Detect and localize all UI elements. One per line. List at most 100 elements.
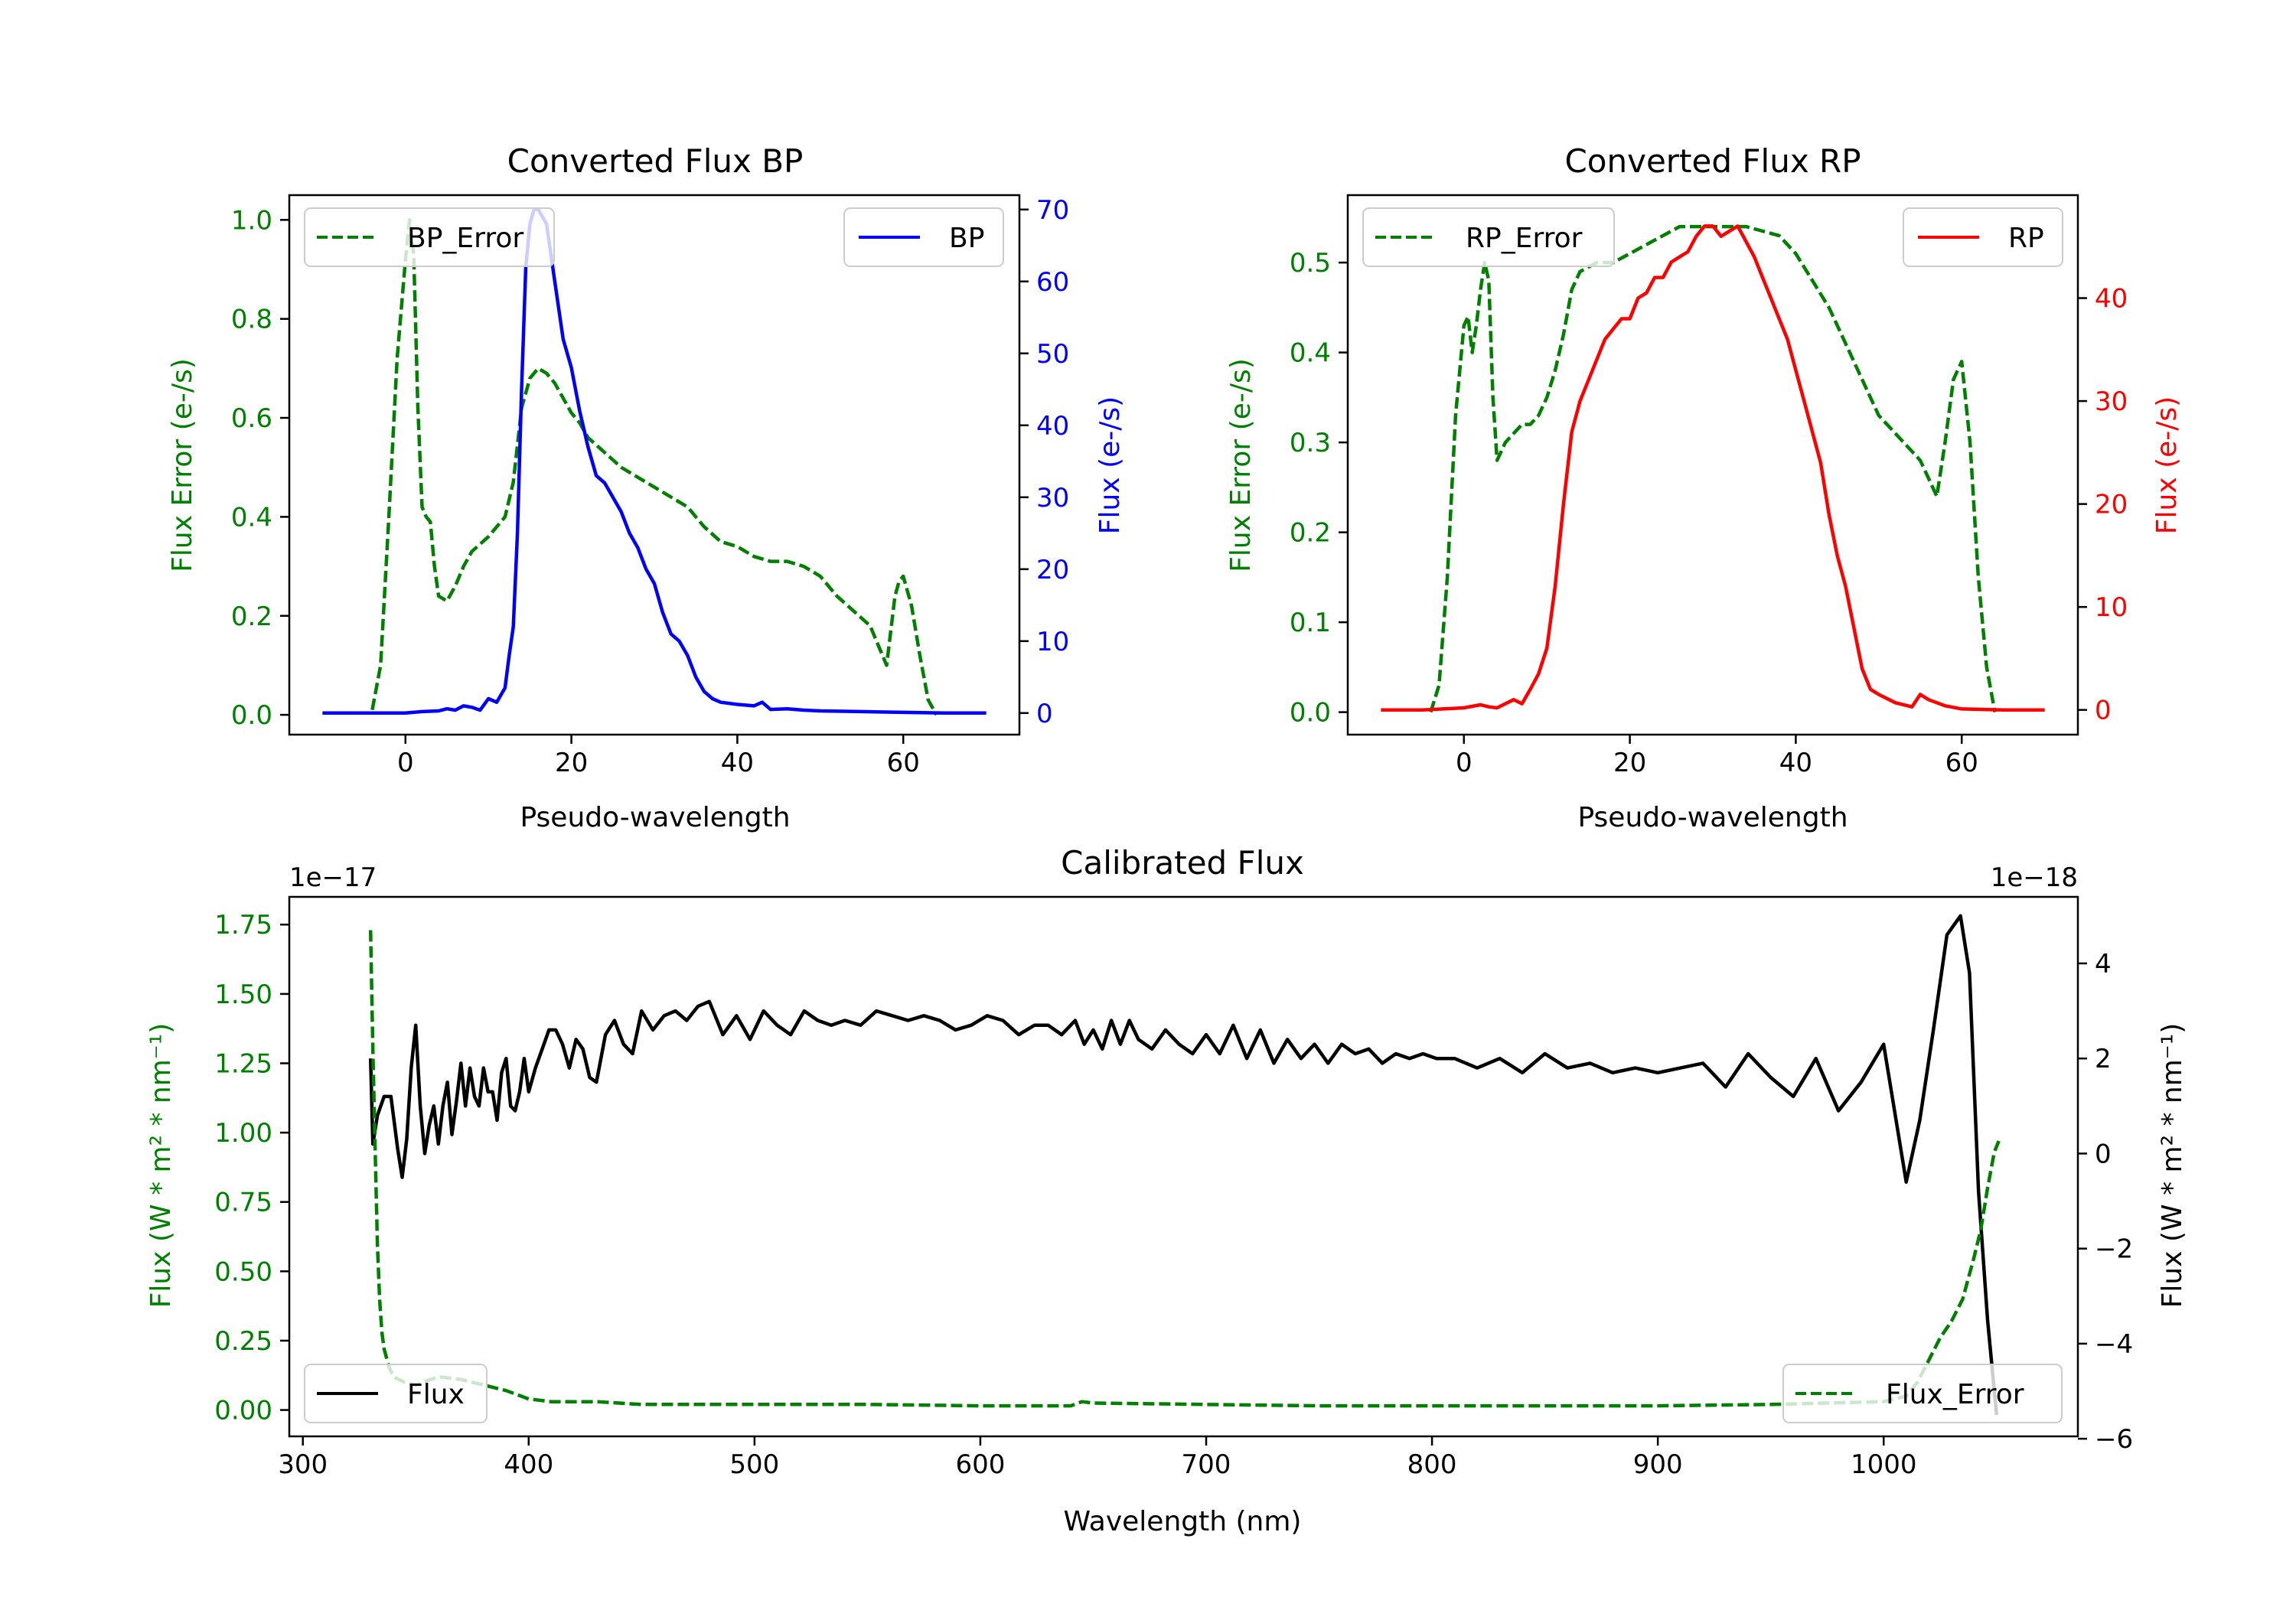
- bp-ytick-left-label: 0.0: [231, 700, 272, 731]
- bp-ytick-left-label: 0.6: [231, 403, 272, 434]
- rp-ytick-right-label: 40: [2095, 284, 2128, 315]
- rp-xlabel: Pseudo-wavelength: [1577, 802, 1848, 833]
- rp-series-rp: [1381, 224, 2045, 712]
- bp-ytick-right-label: 10: [1036, 627, 1069, 657]
- cal-ylabel-right: Flux (W * m² * nm⁻¹): [2157, 1023, 2188, 1309]
- bp-legend-flux-label: BP: [949, 223, 984, 254]
- bp-ytick-right-label: 30: [1036, 483, 1069, 513]
- bp-legend-left: BP_Error: [304, 207, 555, 267]
- rp-ytick-right-label: 30: [2095, 386, 2128, 417]
- rp-xtick-label: 0: [1456, 748, 1473, 778]
- cal-offset-left: 1e−17: [289, 862, 377, 893]
- rp-ylabel-right: Flux (e-/s): [2151, 396, 2183, 534]
- cal-axes-frame: [288, 895, 2079, 1438]
- bp-ytick-right-label: 50: [1036, 339, 1069, 370]
- cal-legend-error-label: Flux_Error: [1886, 1379, 2024, 1410]
- cal-ytick-left-label: 0.75: [214, 1188, 272, 1218]
- bp-legend-right: BP: [843, 207, 1004, 267]
- cal-xtick-label: 400: [504, 1449, 553, 1480]
- rp-ytick-left-label: 0.2: [1290, 518, 1331, 549]
- rp-xtick-label: 60: [1945, 748, 1978, 778]
- rp-axes-frame: [1346, 194, 2079, 736]
- cal-series-flux: [368, 914, 1999, 1416]
- rp-series-rp-error: [1429, 224, 1997, 713]
- bp-legend-right-box: [843, 207, 1004, 267]
- rp-ytick-left-label: 0.1: [1290, 608, 1331, 638]
- rp-legend-left-box: [1362, 207, 1615, 267]
- bp-ytick-left-label: 0.2: [231, 601, 272, 632]
- rp-legend-left: RP_Error: [1362, 207, 1615, 267]
- cal-ytick-left-label: 1.50: [214, 980, 272, 1010]
- cal-ytick-left-label: 1.00: [214, 1118, 272, 1149]
- rp-legend-right-box: [1903, 207, 2063, 267]
- cal-legend-left: Flux: [304, 1364, 488, 1423]
- rp-ytick-right-label: 0: [2095, 696, 2112, 726]
- rp-ytick-right-label: 10: [2095, 592, 2128, 623]
- panel-bp: Converted Flux BP Pseudo-wavelength Flux…: [167, 142, 1126, 833]
- bp-axes-frame: [288, 194, 1021, 736]
- cal-xtick-label: 1000: [1851, 1449, 1917, 1480]
- cal-xtick-label: 700: [1182, 1449, 1231, 1480]
- bp-ytick-right-label: 40: [1036, 411, 1069, 442]
- cal-legend-right-box: [1782, 1364, 2063, 1423]
- cal-ytick-left-label: 1.25: [214, 1048, 272, 1079]
- rp-series-layer: [1381, 224, 2045, 713]
- cal-ylabel-left: Flux (W * m² * nm⁻¹): [145, 1023, 177, 1309]
- bp-ytick-right-label: 70: [1036, 195, 1069, 226]
- cal-ytick-left-label: 1.75: [214, 910, 272, 940]
- rp-legend-right: RP: [1903, 207, 2063, 267]
- rp-ytick-left-label: 0.4: [1290, 338, 1331, 369]
- bp-ylabel-right: Flux (e-/s): [1094, 396, 1126, 534]
- cal-ytick-right-label: 4: [2095, 949, 2112, 980]
- rp-xtick-label: 40: [1779, 748, 1812, 778]
- rp-ylabel-left: Flux Error (e-/s): [1225, 358, 1257, 572]
- bp-xtick-label: 20: [555, 748, 588, 778]
- cal-ytick-right-label: −6: [2095, 1424, 2133, 1455]
- rp-xtick-label: 20: [1613, 748, 1646, 778]
- rp-legend-flux-label: RP: [2008, 223, 2044, 254]
- bp-title: Converted Flux BP: [507, 142, 804, 180]
- cal-offset-right: 1e−18: [1991, 862, 2078, 893]
- bp-ytick-right-label: 20: [1036, 555, 1069, 585]
- cal-xtick-label: 800: [1407, 1449, 1457, 1480]
- rp-ticks-layer: 0 20 40 60 0.0 0.1 0.2 0.3 0.4 0.5 0 10 20 30 40: [1290, 248, 2128, 778]
- rp-legend-error-label: RP_Error: [1466, 223, 1583, 254]
- panel-calibrated: Calibrated Flux 1e−17 1e−18 Wavelength (…: [145, 844, 2188, 1537]
- bp-ytick-right-label: 60: [1036, 267, 1069, 298]
- cal-ytick-right-label: −2: [2095, 1234, 2133, 1265]
- rp-title: Converted Flux RP: [1564, 142, 1861, 180]
- cal-legend-right: Flux_Error: [1782, 1364, 2063, 1423]
- bp-series-layer: [322, 207, 987, 716]
- cal-xtick-label: 900: [1633, 1449, 1683, 1480]
- bp-ytick-left-label: 1.0: [231, 205, 272, 236]
- cal-ytick-left-label: 0.00: [214, 1396, 272, 1426]
- cal-ytick-right-label: −4: [2095, 1329, 2133, 1360]
- rp-ytick-left-label: 0.3: [1290, 428, 1331, 458]
- bp-xlabel: Pseudo-wavelength: [520, 802, 790, 833]
- cal-ytick-left-label: 0.25: [214, 1326, 272, 1357]
- bp-ytick-left-label: 0.4: [231, 502, 272, 533]
- bp-xtick-label: 40: [721, 748, 754, 778]
- cal-ticks-layer: 300 400 500 600 700 800 900 1000 0.00 0.25 0.50 0.7…: [214, 910, 2133, 1480]
- cal-xtick-label: 300: [278, 1449, 328, 1480]
- cal-legend-left-box: [304, 1364, 488, 1423]
- bp-ticks-layer: 0 20 40 60 0.0 0.2 0.4 0.6 0.8 1.0 0 10 20 30 40 50 60 70: [231, 195, 1069, 778]
- bp-ytick-right-label: 0: [1036, 699, 1053, 729]
- cal-ytick-right-label: 2: [2095, 1044, 2112, 1074]
- bp-ytick-left-label: 0.8: [231, 305, 272, 335]
- bp-legend-left-box: [304, 207, 555, 267]
- cal-title: Calibrated Flux: [1061, 844, 1304, 882]
- cal-xlabel: Wavelength (nm): [1064, 1506, 1302, 1537]
- bp-xtick-label: 60: [887, 748, 920, 778]
- rp-ytick-left-label: 0.0: [1290, 698, 1331, 729]
- cal-xtick-label: 500: [729, 1449, 779, 1480]
- bp-ylabel-left: Flux Error (e-/s): [167, 358, 198, 572]
- cal-legend-flux-label: Flux: [407, 1379, 465, 1410]
- rp-ytick-right-label: 20: [2095, 490, 2128, 520]
- bp-series-bp: [322, 207, 987, 715]
- cal-ytick-right-label: 0: [2095, 1139, 2112, 1169]
- cal-xtick-label: 600: [955, 1449, 1005, 1480]
- bp-legend-error-label: BP_Error: [407, 223, 523, 254]
- panel-rp: Converted Flux RP Pseudo-wavelength Flux…: [1225, 142, 2183, 833]
